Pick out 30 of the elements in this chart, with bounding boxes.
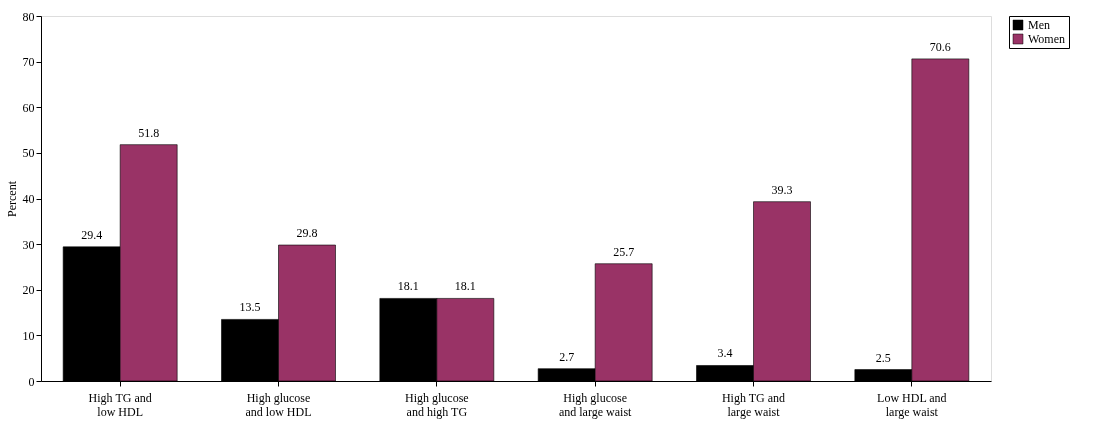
data-label: 18.1 [454, 279, 476, 294]
y-tick-label: 80 [22, 9, 35, 24]
data-label: 29.8 [296, 226, 318, 241]
x-tick-label: High TG and large waist [721, 390, 786, 419]
data-label: 70.6 [929, 39, 951, 54]
y-tick-label: 0 [28, 374, 35, 389]
y-tick-label: 40 [22, 192, 35, 206]
data-label: 2.7 [559, 349, 575, 364]
data-label: 39.3 [771, 182, 793, 197]
data-label: 29.4 [81, 227, 103, 242]
y-tick-label: 50 [22, 146, 35, 161]
data-label: 13.5 [239, 300, 261, 315]
y-tick-label: 60 [22, 100, 35, 115]
data-label: 51.8 [138, 125, 160, 140]
data-label: 3.4 [717, 346, 733, 361]
legend-label: Women [1028, 32, 1066, 46]
x-tick-label: High glucose and large waist [558, 390, 633, 419]
x-tick-label: High glucose and low HDL [245, 390, 312, 419]
data-label: 18.1 [397, 279, 419, 294]
x-tick-label: High TG and low HDL [88, 390, 152, 419]
x-tick-label: Low HDL and large waist [877, 390, 947, 419]
y-axis-title: Percent [4, 180, 19, 217]
y-tick-label: 70 [22, 55, 35, 70]
legend-label: Men [1028, 18, 1050, 32]
y-tick-label: 10 [22, 328, 35, 343]
y-tick-label: 20 [22, 283, 35, 298]
data-label: 25.7 [613, 244, 635, 259]
y-tick-label: 30 [22, 237, 35, 252]
x-tick-label: High glucose and high TG [405, 390, 469, 419]
data-label: 2.5 [875, 350, 891, 365]
